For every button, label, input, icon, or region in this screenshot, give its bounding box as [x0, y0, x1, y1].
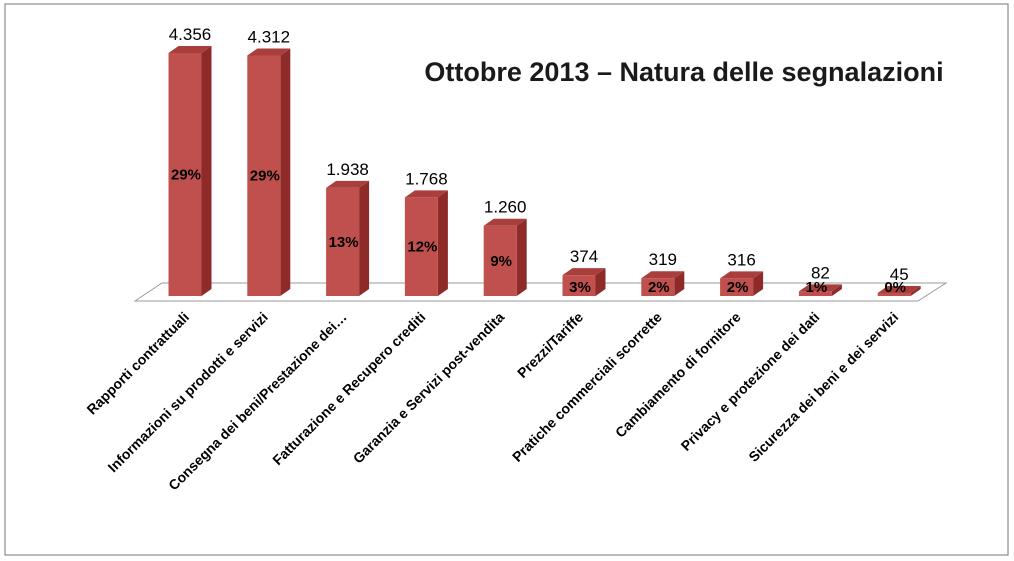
bar-side	[910, 286, 921, 296]
bar	[483, 225, 517, 296]
percent-label: 0%	[884, 279, 906, 296]
chart-title: Ottobre 2013 – Natura delle segnalazioni	[424, 57, 943, 87]
bar-top	[168, 46, 212, 53]
bar	[720, 278, 754, 296]
bar-top	[641, 271, 685, 279]
bar-side	[753, 271, 764, 296]
percent-label: 9%	[490, 253, 512, 270]
value-label: 45	[890, 265, 909, 284]
bar-top	[798, 284, 842, 292]
value-label: 4.356	[169, 25, 212, 44]
bar-top	[326, 180, 370, 188]
value-label: 82	[811, 263, 830, 282]
bar-side	[516, 218, 527, 296]
percent-label: 12%	[407, 239, 437, 256]
percent-label: 13%	[329, 234, 359, 251]
bar-top	[483, 218, 527, 226]
percent-label: 1%	[806, 279, 828, 296]
bar-side	[437, 190, 448, 296]
bar-side	[831, 284, 842, 296]
value-label: 1.768	[405, 169, 448, 188]
bar-top	[877, 286, 921, 293]
value-label: 316	[727, 250, 755, 269]
value-label: 374	[570, 247, 598, 266]
percent-label: 2%	[648, 279, 670, 296]
bar-side	[359, 180, 370, 296]
bar-side	[674, 271, 685, 296]
bar	[404, 197, 438, 296]
bar	[326, 187, 360, 296]
bar	[562, 275, 596, 296]
value-label: 319	[649, 250, 677, 269]
bar	[798, 291, 832, 296]
value-label: 1.938	[326, 160, 369, 179]
percent-label: 3%	[569, 279, 591, 296]
bar-side	[280, 48, 291, 296]
bar-top	[562, 268, 606, 276]
bars-group	[168, 46, 921, 296]
bar-side	[595, 268, 606, 296]
percent-label: 29%	[171, 167, 201, 184]
bar-top	[720, 271, 764, 279]
bar	[877, 293, 911, 296]
bar	[641, 278, 675, 296]
value-label: 4.312	[248, 27, 291, 46]
bar-top	[404, 190, 448, 198]
percent-label: 2%	[727, 279, 749, 296]
value-label: 1.260	[484, 198, 527, 217]
bar-top	[247, 48, 291, 56]
bar	[168, 53, 202, 296]
bar	[247, 55, 281, 296]
bar-side	[201, 46, 212, 296]
percent-label: 29%	[250, 168, 280, 185]
